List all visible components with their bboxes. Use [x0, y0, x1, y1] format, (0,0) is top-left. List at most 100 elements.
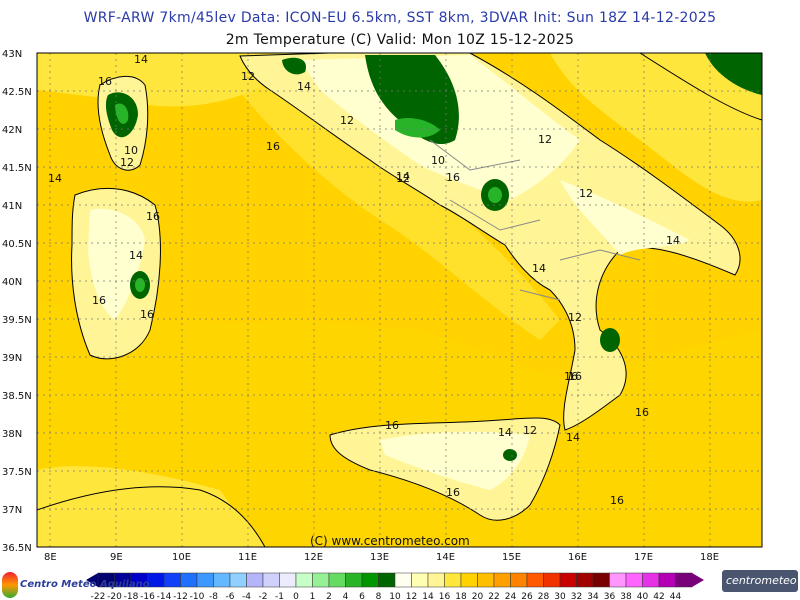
- legend-label: 38: [620, 592, 632, 600]
- legend-swatch: [328, 572, 346, 588]
- legend-label: -1: [275, 592, 284, 600]
- contour-label: 16: [446, 171, 460, 184]
- lon-label: 12E: [304, 552, 323, 563]
- contour-label: 16: [266, 140, 280, 153]
- legend-label: 36: [604, 592, 616, 600]
- legend-label: -22: [91, 592, 106, 600]
- contour-label: 12: [241, 70, 255, 83]
- contour-label: 16: [385, 419, 399, 432]
- copyright-text: (C) www.centrometeo.com: [310, 534, 470, 548]
- legend-label: 4: [343, 592, 349, 600]
- contour-label: 12: [579, 187, 593, 200]
- contour-label: 10: [124, 144, 138, 157]
- legend-swatch: [576, 572, 594, 588]
- legend-swatch: [658, 572, 676, 588]
- centro-meteo-aquilano-logo: Centro Meteo Aquilano: [2, 570, 150, 600]
- legend-label: -18: [124, 592, 139, 600]
- legend-swatch: [262, 572, 280, 588]
- legend-swatch: [559, 572, 577, 588]
- lon-label: 11E: [238, 552, 257, 563]
- legend-label: 18: [455, 592, 467, 600]
- apennine-cold-area: [365, 55, 459, 145]
- legend-label: -2: [259, 592, 268, 600]
- lon-label: 15E: [502, 552, 521, 563]
- legend-swatch: [526, 572, 544, 588]
- legend-swatch: [543, 572, 561, 588]
- contour-label: 14: [396, 170, 410, 183]
- legend-label: 20: [472, 592, 484, 600]
- legend-label: -20: [107, 592, 122, 600]
- lat-label: 42N: [2, 125, 22, 136]
- contour-label: 16: [564, 370, 578, 383]
- lat-label: 40N: [2, 277, 22, 288]
- legend-arrow-left: [86, 573, 98, 587]
- lon-label: 14E: [436, 552, 455, 563]
- contour-label: 14: [48, 172, 62, 185]
- legend-swatch: [163, 572, 181, 588]
- lat-label: 39.5N: [2, 315, 32, 326]
- lon-label: 8E: [44, 552, 57, 563]
- legend-swatch: [642, 572, 660, 588]
- legend-label: 1: [310, 592, 316, 600]
- balkan-cold-area: [705, 53, 762, 95]
- lon-label: 16E: [568, 552, 587, 563]
- graticule: [37, 53, 762, 547]
- lat-label: 38N: [2, 429, 22, 440]
- contour-label: 16: [92, 294, 106, 307]
- lon-label: 18E: [700, 552, 719, 563]
- lat-label: 36.5N: [2, 543, 32, 554]
- legend-swatch: [444, 572, 462, 588]
- contour-label: 12: [538, 133, 552, 146]
- legend-label: 42: [653, 592, 664, 600]
- lon-label: 13E: [370, 552, 389, 563]
- contour-label: 12: [568, 311, 582, 324]
- legend-label: -16: [140, 592, 155, 600]
- legend-label: -14: [157, 592, 172, 600]
- lat-label: 41N: [2, 201, 22, 212]
- legend-label: 0: [293, 592, 299, 600]
- contour-label: 14: [666, 234, 680, 247]
- legend-swatch: [246, 572, 264, 588]
- map-subtitle: 2m Temperature (C) Valid: Mon 10Z 15-12-…: [225, 32, 575, 48]
- legend-label: 6: [359, 592, 365, 600]
- legend-label: 44: [670, 592, 682, 600]
- lat-label: 39N: [2, 353, 22, 364]
- contour-label: 12: [120, 156, 134, 169]
- lat-label: 43N: [2, 49, 22, 60]
- contour-label: 14: [498, 426, 512, 439]
- contour-label: 12: [340, 114, 354, 127]
- legend-arrow-right: [692, 573, 704, 587]
- lon-label: 9E: [110, 552, 123, 563]
- contour-label: 12: [396, 172, 410, 185]
- legend-label: 40: [637, 592, 649, 600]
- contour-label: 16: [635, 406, 649, 419]
- legend-swatch: [460, 572, 478, 588]
- contour-label: 16: [568, 370, 582, 383]
- contour-label: 10: [431, 154, 445, 167]
- lat-label: 38.5N: [2, 391, 32, 402]
- legend-label: 34: [587, 592, 599, 600]
- legend-swatch: [180, 572, 198, 588]
- legend-label: -10: [190, 592, 205, 600]
- contour-label: 16: [446, 486, 460, 499]
- legend-label: -12: [173, 592, 188, 600]
- legend-swatch: [493, 572, 511, 588]
- legend-swatch: [295, 572, 313, 588]
- centrometeo-logo: centrometeo: [722, 570, 798, 592]
- legend-swatch: [427, 572, 445, 588]
- north-africa: [37, 486, 266, 547]
- legend-swatch: [609, 572, 627, 588]
- legend-label: -4: [242, 592, 251, 600]
- legend-swatch: [625, 572, 643, 588]
- contour-label: 14: [566, 431, 580, 444]
- legend-swatch: [411, 572, 429, 588]
- legend-label: 26: [521, 592, 533, 600]
- lat-label: 37.5N: [2, 467, 32, 478]
- contour-labels: 14 16 12 14 16 12 10 12 14 12 16 16 10 1…: [48, 53, 680, 507]
- legend-swatch: [510, 572, 528, 588]
- longitude-axis: 8E 9E 10E 11E 12E 13E 14E 15E 16E 17E 18…: [44, 552, 719, 563]
- contour-label: 14: [134, 53, 148, 66]
- logo-right-text: centrometeo: [726, 574, 797, 587]
